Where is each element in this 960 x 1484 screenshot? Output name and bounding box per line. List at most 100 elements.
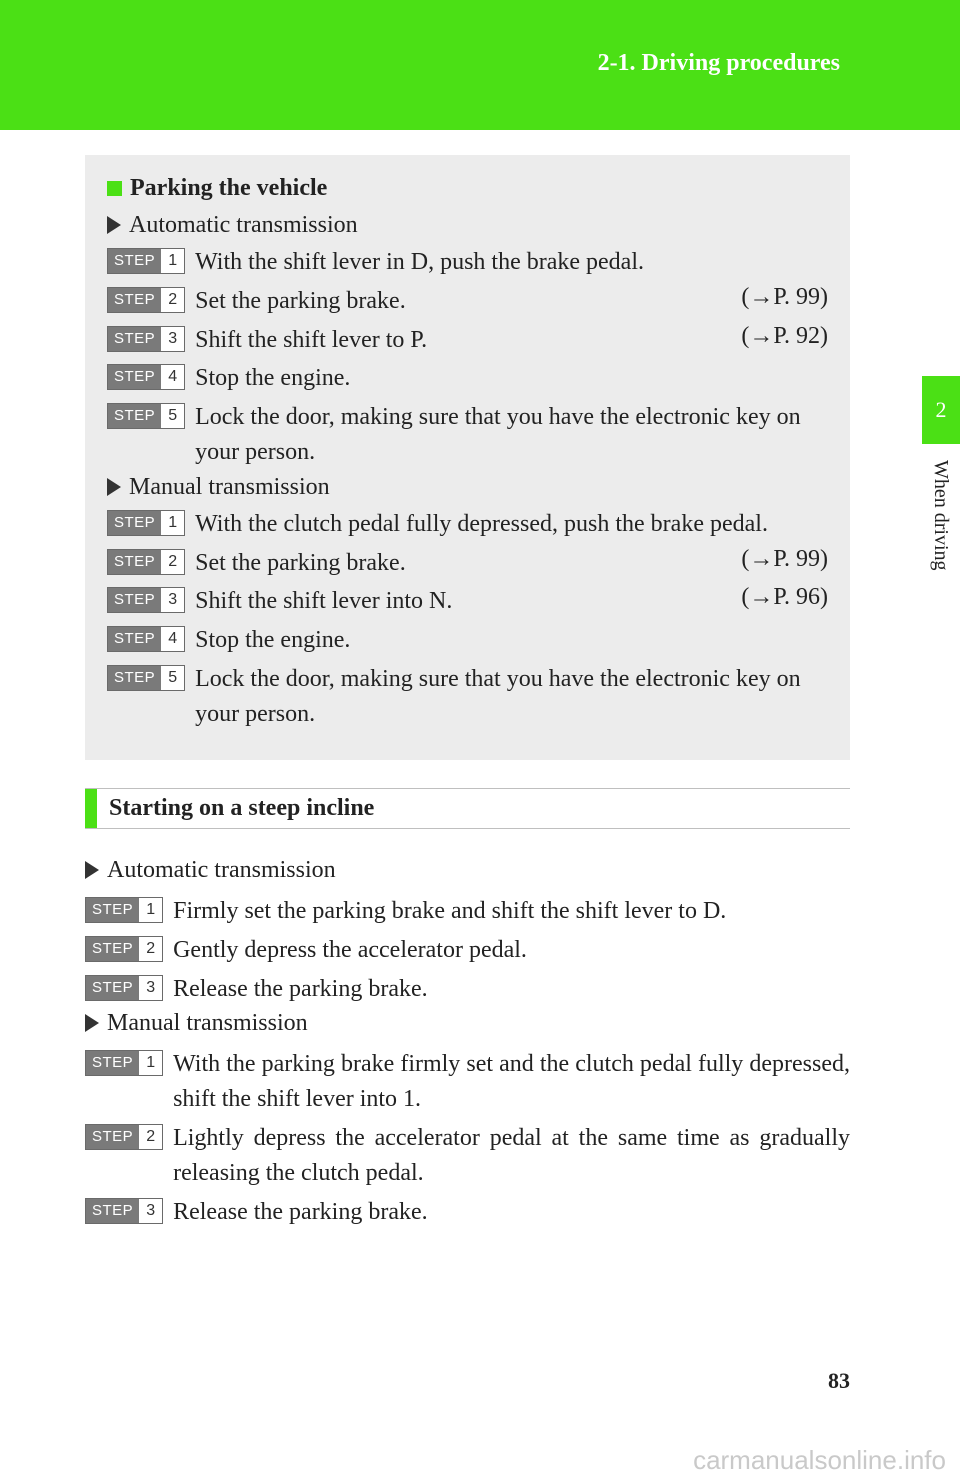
step-label: STEP: [86, 898, 139, 922]
square-marker-icon: [107, 181, 122, 196]
step-row: STEP2 Set the parking brake. (→P. 99): [107, 284, 828, 319]
step-number: 1: [139, 1051, 162, 1075]
step-label: STEP: [86, 1125, 139, 1149]
page-reference: (→P. 92): [741, 323, 828, 350]
step-row: STEP5Lock the door, making sure that you…: [107, 400, 828, 470]
page-number: 83: [828, 1368, 850, 1394]
step-badge: STEP5: [107, 665, 185, 691]
step-text: Stop the engine.: [195, 361, 828, 396]
step-number: 3: [161, 327, 184, 351]
chapter-label: When driving: [929, 460, 952, 571]
step-row: STEP1 With the shift lever in D, push the…: [107, 245, 828, 280]
step-text: Firmly set the parking brake and shift t…: [173, 894, 850, 929]
section-heading-bar: [85, 789, 97, 828]
step-number: 1: [161, 511, 184, 535]
step-label: STEP: [108, 404, 161, 428]
page-reference: (→P. 99): [741, 546, 828, 573]
step-text: With the clutch pedal fully depressed, p…: [195, 507, 828, 542]
step-text: Stop the engine.: [195, 623, 828, 658]
step-badge: STEP2: [107, 549, 185, 575]
step-number: 2: [139, 1125, 162, 1149]
step-badge: STEP3: [85, 975, 163, 1001]
step-label: STEP: [108, 627, 161, 651]
step-number: 3: [139, 1199, 162, 1223]
step-text: Lightly depress the accelerator pedal at…: [173, 1121, 850, 1191]
step-text: Set the parking brake.: [195, 546, 731, 581]
step-label: STEP: [108, 288, 161, 312]
step-badge: STEP5: [107, 403, 185, 429]
auto-transmission-label: Automatic transmission: [85, 857, 850, 884]
step-badge: STEP2: [107, 287, 185, 313]
step-badge: STEP3: [107, 587, 185, 613]
step-row: STEP5 Lock the door, making sure that you…: [107, 662, 828, 732]
step-number: 4: [161, 627, 184, 651]
step-badge: STEP2: [85, 1124, 163, 1150]
box-heading: Parking the vehicle: [107, 175, 828, 202]
step-text: With the parking brake firmly set and th…: [173, 1047, 850, 1117]
step-badge: STEP3: [107, 326, 185, 352]
step-number: 2: [139, 937, 162, 961]
step-row: STEP2 Set the parking brake. (→P. 99): [107, 546, 828, 581]
step-label: STEP: [108, 327, 161, 351]
step-label: STEP: [108, 365, 161, 389]
manual-transmission-label: Manual transmission: [85, 1010, 850, 1037]
step-badge: STEP4: [107, 626, 185, 652]
step-row: STEP3 Shift the shift lever to P. (→P. 92): [107, 323, 828, 358]
step-row: STEP4 Stop the engine.: [107, 623, 828, 658]
triangle-icon: [85, 1014, 99, 1032]
step-label: STEP: [86, 1051, 139, 1075]
step-number: 5: [161, 666, 184, 690]
step-badge: STEP1: [85, 897, 163, 923]
watermark: carmanualsonline.info: [693, 1445, 946, 1476]
page-reference: (→P. 96): [741, 584, 828, 611]
incline-section: Starting on a steep incline Automatic tr…: [85, 788, 850, 1233]
step-text: Release the parking brake.: [173, 1195, 850, 1230]
step-label: STEP: [108, 550, 161, 574]
step-text: With the shift lever in D, push the brak…: [195, 245, 828, 280]
step-label: STEP: [108, 511, 161, 535]
step-row: STEP3 Release the parking brake.: [85, 972, 850, 1007]
section-heading-text: Starting on a steep incline: [97, 789, 374, 828]
chapter-number: 2: [936, 397, 947, 423]
step-label: STEP: [108, 588, 161, 612]
step-row: STEP1 Firmly set the parking brake and sh…: [85, 894, 850, 929]
header-band: 2-1. Driving procedures: [0, 0, 960, 130]
chapter-tab: 2: [922, 376, 960, 444]
step-text: Shift the shift lever into N.: [195, 584, 731, 619]
manual-transmission-label: Manual transmission: [107, 474, 828, 501]
step-badge: STEP4: [107, 364, 185, 390]
step-number: 2: [161, 288, 184, 312]
auto-transmission-label: Automatic transmission: [107, 212, 828, 239]
step-text: Release the parking brake.: [173, 972, 850, 1007]
triangle-icon: [107, 478, 121, 496]
step-number: 1: [139, 898, 162, 922]
page-reference: (→P. 99): [741, 284, 828, 311]
step-badge: STEP3: [85, 1198, 163, 1224]
parking-box: Parking the vehicle Automatic transmissi…: [85, 155, 850, 760]
triangle-icon: [107, 216, 121, 234]
step-text: Lock the door, making sure that you have…: [195, 662, 828, 732]
step-row: STEP4 Stop the engine.: [107, 361, 828, 396]
step-badge: STEP2: [85, 936, 163, 962]
triangle-icon: [85, 861, 99, 879]
step-number: 1: [161, 249, 184, 273]
step-text: Shift the shift lever to P.: [195, 323, 731, 358]
step-number: 3: [161, 588, 184, 612]
step-text: Set the parking brake.: [195, 284, 731, 319]
step-row: STEP3 Shift the shift lever into N. (→P. 9…: [107, 584, 828, 619]
step-label: STEP: [86, 1199, 139, 1223]
step-label: STEP: [86, 976, 139, 1000]
step-badge: STEP1: [107, 510, 185, 536]
step-row: STEP2 Gently depress the accelerator peda…: [85, 933, 850, 968]
step-row: STEP1 With the clutch pedal fully depress…: [107, 507, 828, 542]
step-number: 5: [161, 404, 184, 428]
step-text: Gently depress the accelerator pedal.: [173, 933, 850, 968]
step-row: STEP3 Release the parking brake.: [85, 1195, 850, 1230]
section-title: 2-1. Driving procedures: [598, 50, 840, 77]
step-number: 4: [161, 365, 184, 389]
step-number: 3: [139, 976, 162, 1000]
step-number: 2: [161, 550, 184, 574]
step-label: STEP: [86, 937, 139, 961]
step-label: STEP: [108, 249, 161, 273]
step-badge: STEP1: [107, 248, 185, 274]
